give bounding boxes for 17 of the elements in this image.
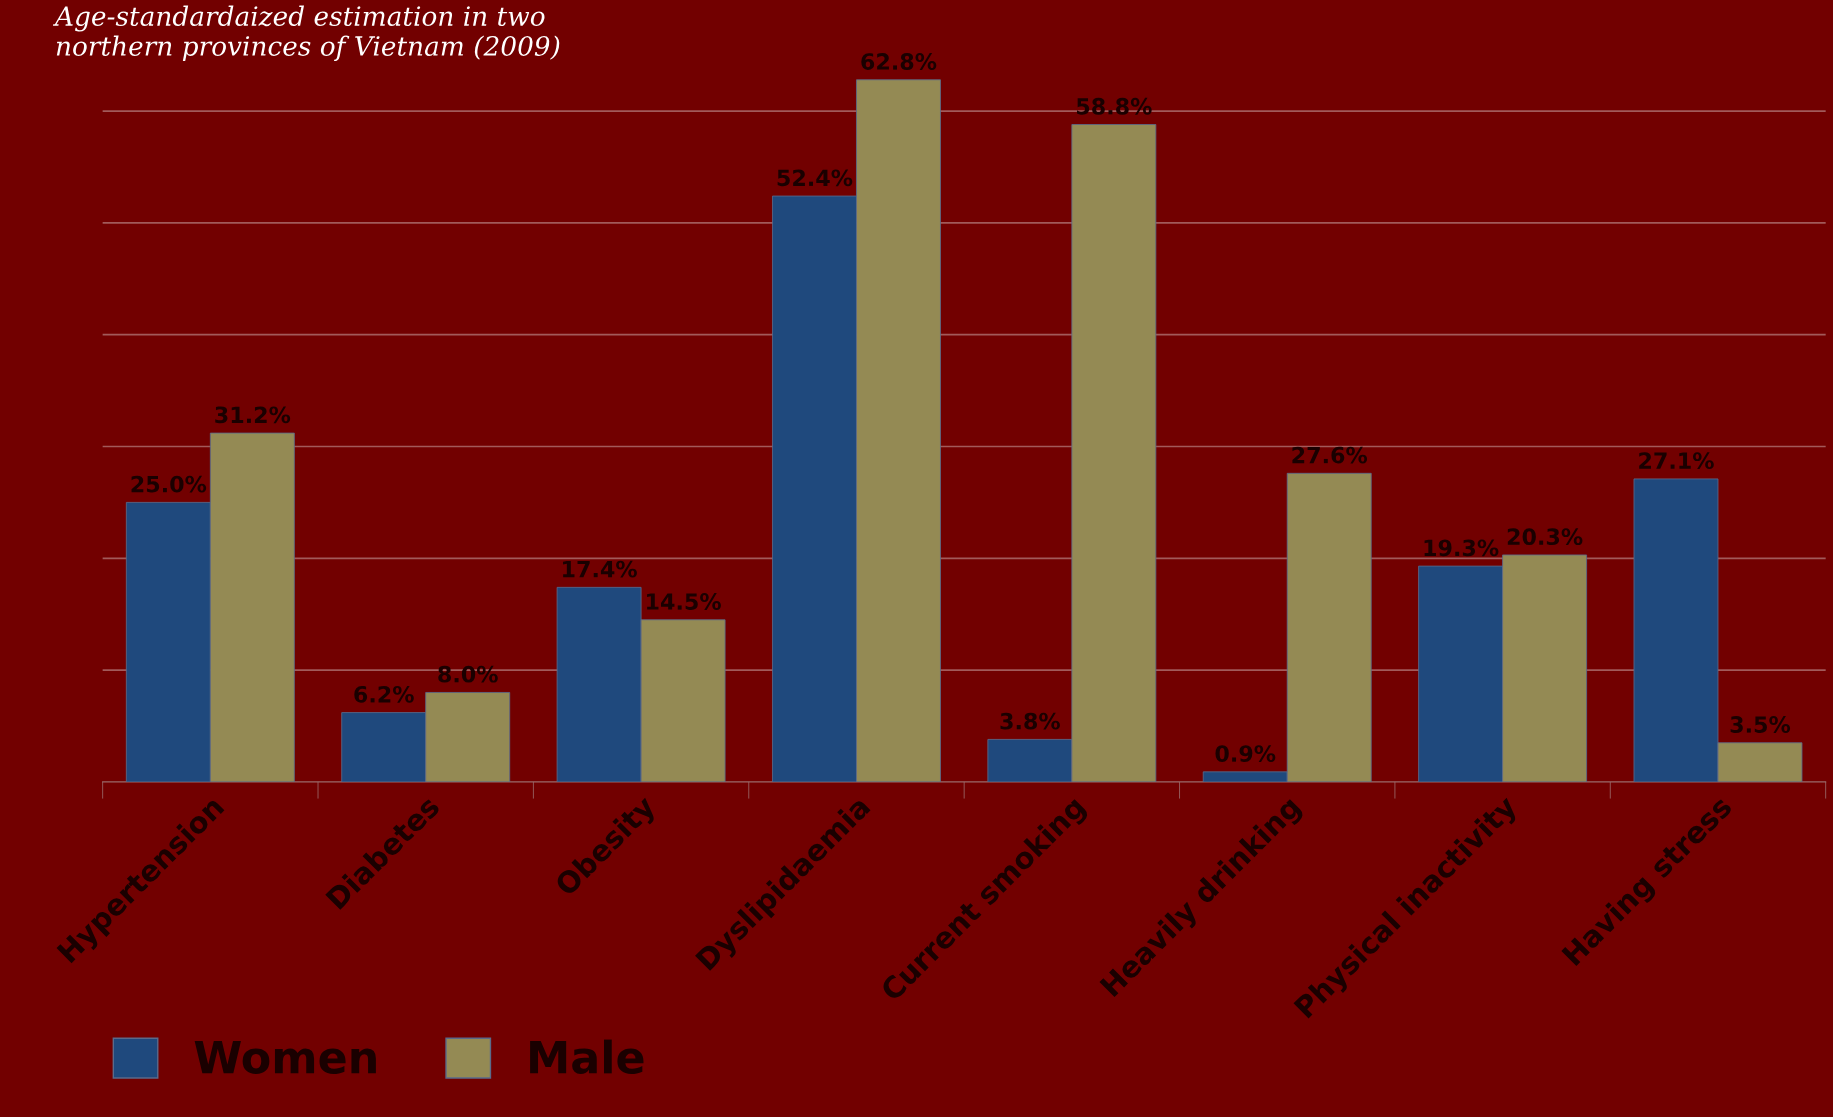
chart-title: Age-standardaized estimation in two northern provinces of Vietnam (2009) bbox=[52, 5, 560, 62]
data-label: 0.9% bbox=[1215, 745, 1276, 762]
data-label: 62.8% bbox=[861, 53, 937, 70]
data-label: 3.5% bbox=[1730, 716, 1791, 733]
data-label: 25.0% bbox=[131, 475, 207, 493]
data-label: 6.2% bbox=[354, 685, 414, 703]
data-label: 27.1% bbox=[1639, 452, 1714, 470]
data-label: 19.3% bbox=[1424, 539, 1499, 557]
data-label: 17.4% bbox=[563, 560, 637, 578]
data-label: 52.4% bbox=[777, 169, 853, 187]
data-label: 27.6% bbox=[1292, 446, 1368, 464]
data-label: 14.5% bbox=[647, 593, 721, 610]
data-label: 3.8% bbox=[1000, 712, 1060, 730]
legend-label: Male bbox=[530, 1039, 644, 1074]
data-label: 31.2% bbox=[215, 406, 291, 424]
legend-label: Women bbox=[194, 1040, 376, 1074]
data-label: 20.3% bbox=[1507, 528, 1583, 546]
